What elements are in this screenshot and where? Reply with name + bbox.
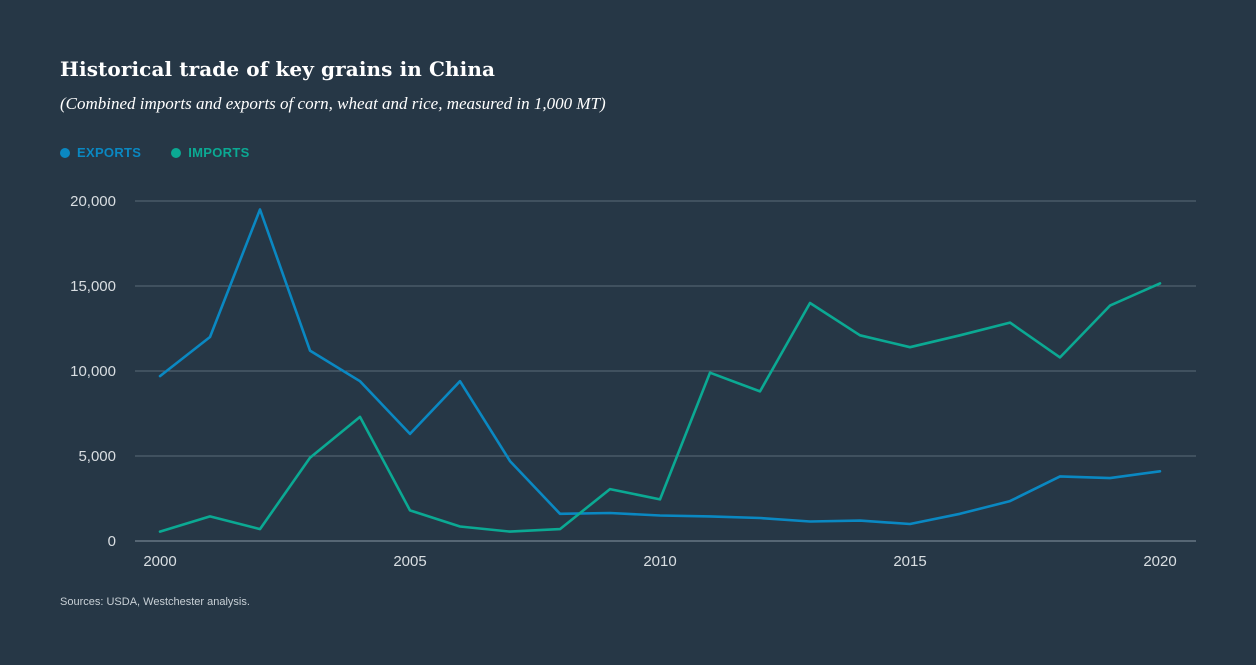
source-note: Sources: USDA, Westchester analysis. [60, 596, 250, 608]
y-tick-label: 10,000 [70, 363, 116, 380]
x-tick-label: 2000 [143, 553, 176, 570]
legend-dot-imports [171, 147, 182, 158]
x-tick-label: 2020 [1143, 553, 1176, 570]
x-tick-label: 2010 [643, 553, 676, 570]
chart-title: Historical trade of key grains in China [60, 57, 496, 81]
legend-label-imports: IMPORTS [188, 145, 250, 160]
x-tick-label: 2005 [393, 553, 426, 570]
chart-subtitle: (Combined imports and exports of corn, w… [60, 94, 606, 113]
y-tick-label: 5,000 [78, 448, 116, 465]
y-tick-label: 0 [108, 533, 116, 550]
series-line-exports [158, 208, 1162, 526]
x-tick-label: 2015 [893, 553, 926, 570]
series-line-imports [158, 282, 1162, 533]
y-tick-label: 20,000 [70, 193, 116, 210]
y-tick-label: 15,000 [70, 278, 116, 295]
legend: EXPORTS IMPORTS [60, 145, 280, 160]
legend-item-imports: IMPORTS [171, 145, 249, 160]
legend-label-exports: EXPORTS [77, 145, 142, 160]
legend-dot-exports [60, 147, 70, 158]
legend-item-exports: EXPORTS [60, 145, 141, 160]
